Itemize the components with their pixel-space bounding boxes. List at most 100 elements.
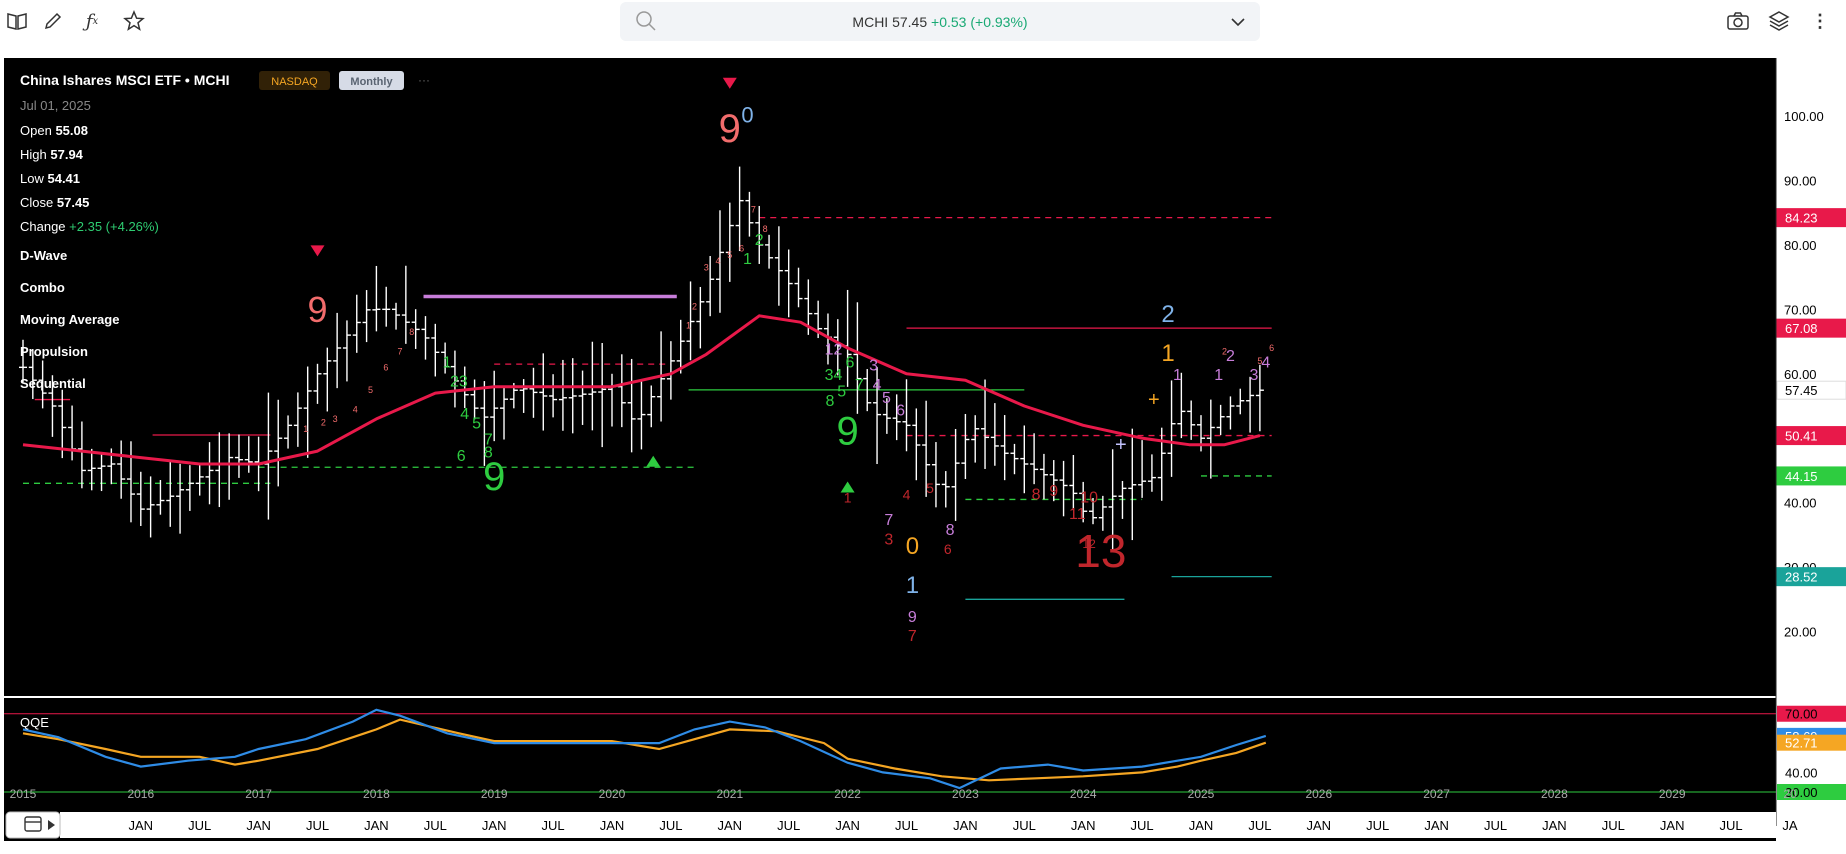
sequential-count-label: 2 bbox=[692, 301, 697, 311]
month-label: JAN bbox=[1071, 818, 1096, 833]
year-label: 2026 bbox=[1305, 787, 1332, 801]
sequential-count-label: + bbox=[1115, 434, 1127, 456]
price-tag: 57.45 bbox=[1776, 380, 1846, 400]
ohlc-bar bbox=[1098, 495, 1107, 531]
ohlc-bar bbox=[578, 370, 587, 425]
sequential-count-label: 11 bbox=[1069, 506, 1086, 523]
sequential-count-label: 5 bbox=[882, 390, 891, 407]
ohlc-bar bbox=[431, 323, 440, 377]
price-tag-label: 67.08 bbox=[1785, 321, 1818, 336]
sequential-count-label: 4 bbox=[903, 486, 911, 502]
ohlc-bar bbox=[892, 394, 901, 441]
open-label: Open bbox=[20, 123, 52, 138]
price-tag: 28.52 bbox=[1776, 567, 1846, 587]
ohlc-bar bbox=[853, 302, 862, 414]
qqe-label[interactable]: QQE bbox=[20, 715, 49, 730]
ohlc-bar bbox=[1079, 481, 1088, 523]
sequential-count-label: 1 bbox=[1161, 340, 1174, 367]
sequential-count-label: 12 bbox=[825, 341, 843, 358]
ohlc-bar bbox=[372, 265, 381, 332]
sequential-count-label: 1 bbox=[1214, 367, 1223, 384]
interval-badge[interactable] bbox=[339, 71, 404, 90]
ohlc-bar bbox=[146, 476, 155, 538]
qqe-tag-label: 70.00 bbox=[1785, 707, 1818, 722]
ohlc-bar bbox=[863, 369, 872, 412]
ohlc-bar bbox=[1246, 376, 1255, 433]
price-tick-label: 90.00 bbox=[1784, 173, 1817, 188]
ohlc-bar bbox=[637, 379, 646, 450]
indicator-moving-average[interactable]: Moving Average bbox=[20, 312, 119, 327]
price-pane[interactable] bbox=[4, 58, 1776, 696]
qqe-slow-line bbox=[22, 718, 1267, 782]
ohlc-bar bbox=[284, 415, 293, 449]
close-label: Close bbox=[20, 195, 53, 210]
book-icon[interactable] bbox=[6, 10, 28, 32]
play-icon bbox=[48, 820, 55, 830]
price-tag: 84.23 bbox=[1776, 208, 1846, 228]
sequential-count-label: 8 bbox=[763, 224, 768, 234]
chart-area[interactable]: 9 9 0 9 9 13 0 1 9 7 2 1 + +12 34 5 7 8 6 3 4 5 6 1 7 3 4 5 8 6 1 23 4 5 7… bbox=[0, 56, 1846, 849]
moving-average-line bbox=[22, 314, 1261, 466]
indicator-combo[interactable]: Combo bbox=[20, 280, 65, 295]
buy-signal-arrow-icon bbox=[646, 455, 661, 467]
indicator-sequential[interactable]: Sequential bbox=[20, 376, 86, 391]
price-axis[interactable] bbox=[1776, 58, 1846, 696]
sell-signal-arrow-icon bbox=[722, 77, 737, 89]
exchange-badge bbox=[259, 71, 330, 90]
svg-text:Close 57.45: Close 57.45 bbox=[20, 195, 89, 210]
open-value: 55.08 bbox=[55, 123, 88, 138]
sequential-count-label: 6 bbox=[457, 448, 466, 465]
legend-more-icon[interactable]: ··· bbox=[418, 73, 430, 87]
svg-text:Open 55.08: Open 55.08 bbox=[20, 123, 88, 138]
month-label: JUL bbox=[542, 818, 565, 833]
sequential-count-label: 7 bbox=[751, 205, 756, 215]
ohlc-bar bbox=[293, 392, 302, 447]
indicator-dwave[interactable]: D-Wave bbox=[20, 248, 67, 263]
camera-icon[interactable] bbox=[1727, 10, 1749, 32]
indicator-propulsion[interactable]: Propulsion bbox=[20, 344, 88, 359]
sequential-count-label: 3 bbox=[1250, 367, 1259, 384]
ohlc-bar bbox=[1177, 372, 1186, 439]
month-label: JUL bbox=[1131, 818, 1154, 833]
sequential-count-label: 1 bbox=[906, 572, 919, 599]
sequential-count-label: 10 bbox=[1080, 490, 1098, 507]
year-label: 2020 bbox=[599, 787, 626, 801]
sequential-count-label: 3 bbox=[884, 532, 893, 549]
interval-label: Monthly bbox=[350, 76, 393, 88]
qqe-tag-label: 30.00 bbox=[1785, 785, 1818, 800]
sequential-count-label: 0 bbox=[741, 102, 753, 127]
ohlc-bar bbox=[244, 436, 253, 473]
sequential-count-label: 2 bbox=[1226, 348, 1235, 365]
ohlc-bar bbox=[1020, 425, 1029, 494]
price-tick-label: 70.00 bbox=[1784, 302, 1817, 317]
ohlc-bar bbox=[441, 342, 450, 374]
ohlc-bar bbox=[234, 434, 243, 478]
year-label: 2023 bbox=[952, 787, 979, 801]
sequential-count-label: 2 bbox=[1161, 301, 1174, 328]
price-tag: 50.41 bbox=[1776, 426, 1846, 446]
price-tick-label: 80.00 bbox=[1784, 238, 1817, 253]
ohlc-bar bbox=[647, 385, 656, 428]
sequential-count-label: 2 bbox=[1222, 346, 1227, 356]
sequential-count-label: 3 bbox=[333, 414, 338, 424]
layers-icon[interactable] bbox=[1768, 10, 1790, 32]
date-range-button[interactable] bbox=[5, 811, 61, 839]
more-vertical-icon[interactable]: ⋮ bbox=[1811, 10, 1829, 31]
star-icon[interactable] bbox=[123, 10, 145, 32]
ohlc-bar bbox=[549, 374, 558, 418]
price-tick-label: 100.00 bbox=[1784, 109, 1824, 124]
sequential-count-label: 23 bbox=[450, 374, 468, 391]
month-label: JUL bbox=[1248, 818, 1271, 833]
pencil-icon[interactable] bbox=[42, 10, 64, 32]
sequential-count-label: 4 bbox=[1261, 354, 1270, 371]
ohlc-bar bbox=[902, 379, 911, 452]
ohlc-bar bbox=[912, 408, 921, 481]
ohlc-bar bbox=[1147, 454, 1156, 492]
price-tag-label: 44.15 bbox=[1785, 469, 1818, 484]
chevron-down-icon[interactable] bbox=[1230, 15, 1246, 33]
symbol-search-box[interactable]: MCHI 57.45 +0.53 (+0.93%) bbox=[620, 2, 1260, 41]
ohlc-bar bbox=[931, 442, 940, 508]
ohlc-bar bbox=[205, 442, 214, 505]
